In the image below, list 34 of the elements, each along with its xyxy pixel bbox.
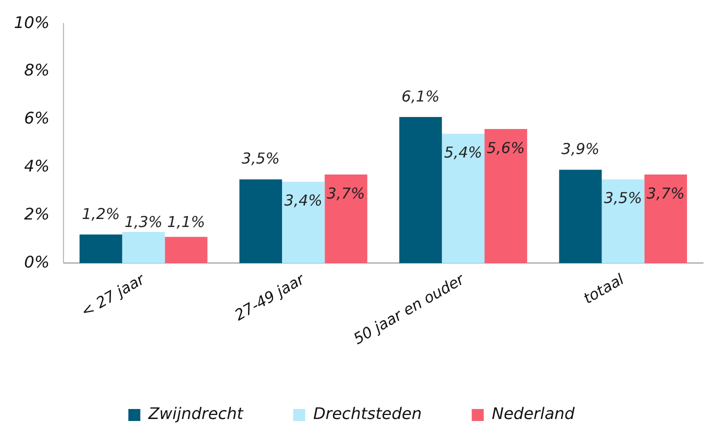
data-label: 3,9% bbox=[561, 140, 600, 158]
y-tick-label: 4% bbox=[24, 156, 50, 176]
data-label: 3,5% bbox=[604, 189, 642, 208]
bar bbox=[399, 117, 442, 264]
bar bbox=[239, 179, 282, 264]
legend-label: Zwijndrecht bbox=[147, 404, 244, 424]
bar bbox=[282, 182, 325, 264]
bar bbox=[644, 174, 688, 264]
y-tick-label: 8% bbox=[24, 60, 50, 80]
data-label: 1,3% bbox=[124, 213, 163, 232]
legend-label: Nederland bbox=[492, 404, 576, 424]
y-tick-label: 10% bbox=[14, 12, 50, 32]
y-tick-label: 2% bbox=[24, 204, 50, 224]
data-label: 1,1% bbox=[167, 213, 206, 232]
y-tick-label: 0% bbox=[24, 252, 50, 272]
bar bbox=[80, 234, 122, 264]
data-label: 5,6% bbox=[486, 138, 525, 157]
bar bbox=[602, 179, 644, 264]
legend-label: Drechtsteden bbox=[313, 404, 422, 424]
bar bbox=[559, 170, 602, 264]
bar bbox=[122, 232, 165, 264]
bar bbox=[164, 236, 208, 264]
bar bbox=[324, 174, 368, 264]
data-label: 3,7% bbox=[326, 184, 366, 202]
x-tick-label: < 27 jaar bbox=[78, 270, 148, 321]
data-label: 3,4% bbox=[284, 192, 322, 210]
data-label: 3,5% bbox=[242, 150, 280, 168]
data-label: 6,1% bbox=[402, 87, 440, 106]
bar bbox=[484, 129, 528, 264]
data-label: 3,7% bbox=[646, 184, 685, 202]
y-tick-label: 6% bbox=[24, 108, 50, 128]
data-label: 5,4% bbox=[444, 144, 482, 162]
data-label: 1,2% bbox=[82, 204, 120, 223]
bar bbox=[442, 134, 485, 264]
